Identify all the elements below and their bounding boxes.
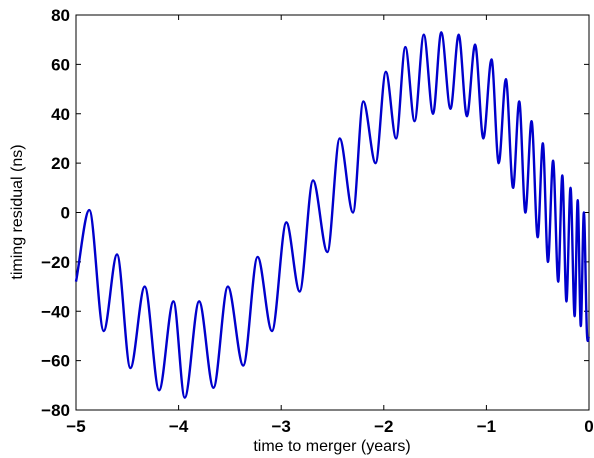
y-tick-label: −40 (41, 302, 70, 321)
x-tick-label: 0 (584, 417, 593, 436)
x-tick-label: −3 (272, 417, 291, 436)
x-tick-label: −4 (169, 417, 189, 436)
x-tick-label: −5 (66, 417, 85, 436)
y-tick-label: −60 (41, 352, 70, 371)
tick-labels: −5 −4 −3 −2 −1 0 −80 −60 −40 −20 0 20 40 60 80 (41, 6, 594, 436)
y-tick-label: 20 (51, 154, 70, 173)
y-tick-label: −20 (41, 253, 70, 272)
x-axis-label: time to merger (years) (253, 438, 410, 455)
y-tick-label: −80 (41, 401, 70, 420)
y-tick-label: 80 (51, 6, 70, 25)
y-tick-label: 0 (61, 204, 70, 223)
x-tick-label: −2 (374, 417, 393, 436)
y-axis-label: timing residual (ns) (9, 144, 26, 279)
y-tick-label: 60 (51, 55, 70, 74)
x-tick-label: −1 (477, 417, 496, 436)
y-tick-label: 40 (51, 105, 70, 124)
series-line (74, 31, 591, 399)
